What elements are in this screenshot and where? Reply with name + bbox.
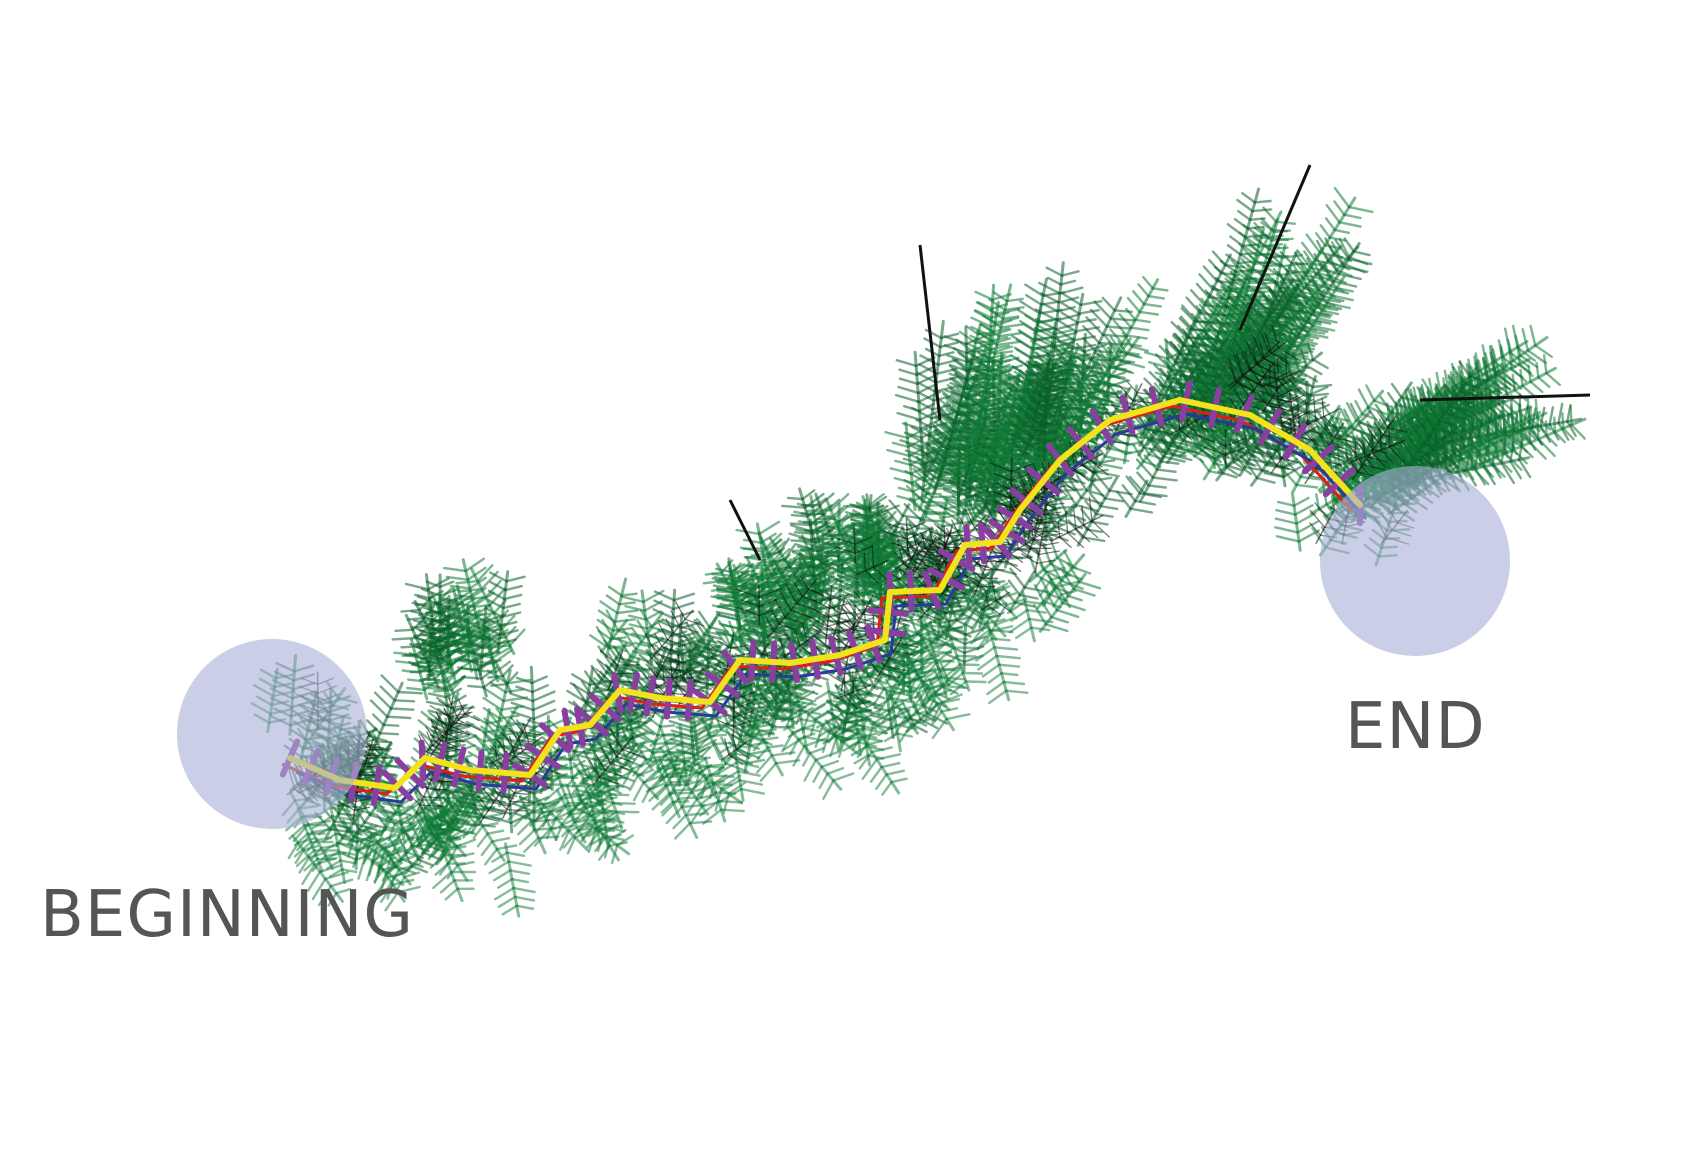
start-marker-circle xyxy=(177,639,367,829)
end-marker-circle xyxy=(1320,466,1510,656)
trajectory-main-path xyxy=(287,397,1363,791)
beginning-label: BEGINNING xyxy=(40,878,414,952)
end-label: END xyxy=(1345,690,1486,764)
